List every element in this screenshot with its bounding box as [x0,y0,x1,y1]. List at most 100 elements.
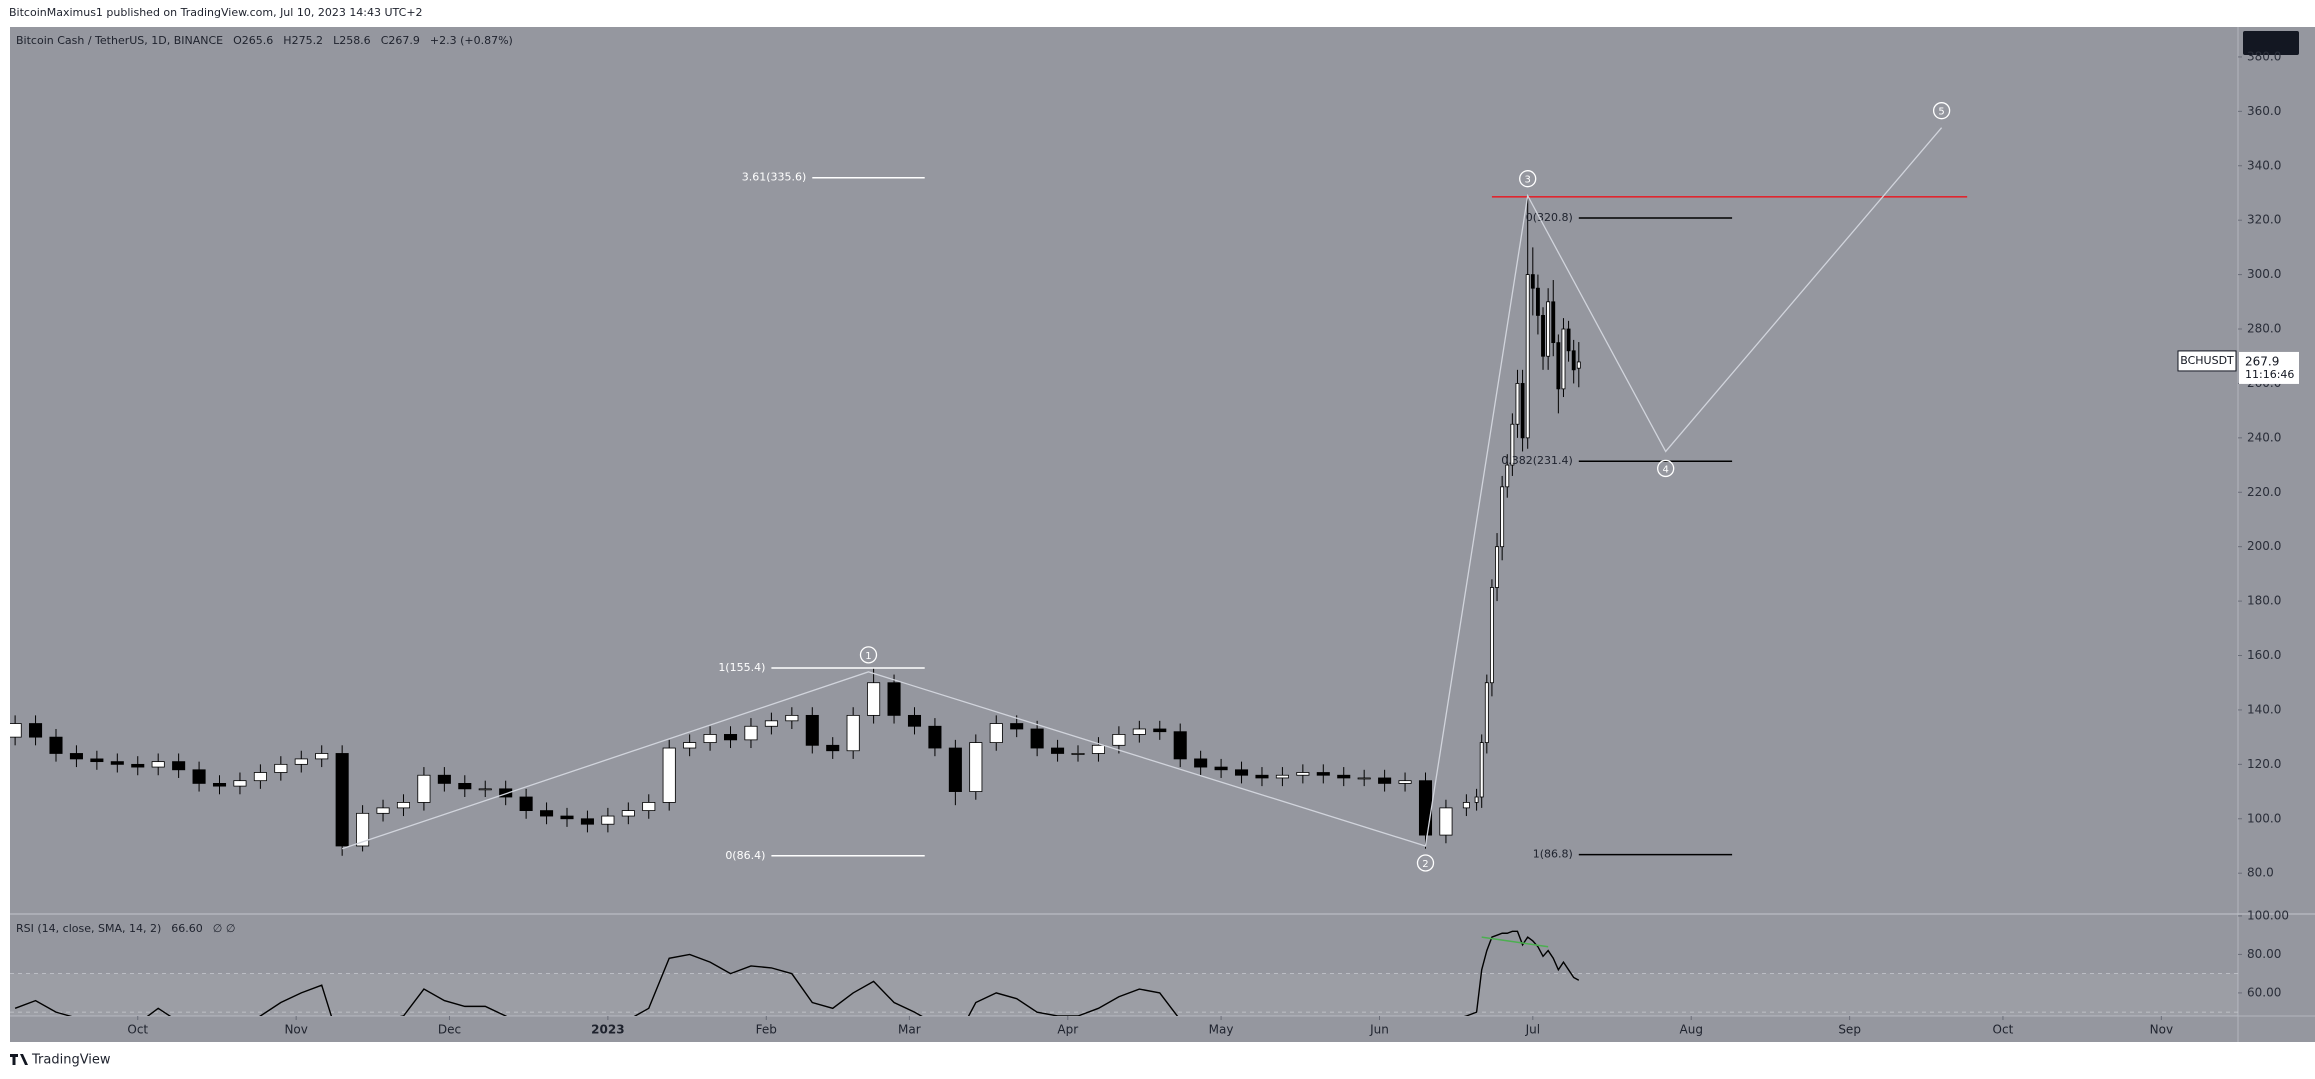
wave-marker [1657,459,1675,478]
x-tick-label: Nov [2150,1023,2173,1037]
rsi-y-tick-label: 60.00 [2247,985,2281,999]
candle-body [335,753,349,847]
candle-body [499,788,513,798]
candle-body [519,796,533,812]
y-tick-label: 320.0 [2247,213,2281,227]
candle-body [846,714,860,752]
ohlc-value: O265.6 [233,34,273,47]
candle-body [69,753,83,760]
x-tick-label: Jun [1369,1023,1389,1037]
candle-body [683,742,697,749]
candle-body [785,714,799,722]
price-pane: 3.61(335.6) 1(155.4) 0(86.4) 0(320.8) 0.382(… [10,102,1968,872]
ohlc-value: C267.9 [381,34,420,47]
candle-body [1541,315,1545,357]
candle-body [560,815,574,820]
ohlc-value: L258.6 [333,34,371,47]
candle-body [49,736,63,754]
candle-body [1556,342,1561,390]
rsi-extra: ∅ ∅ [213,922,236,935]
candle-body [1091,744,1105,754]
x-tick-label: 2023 [591,1023,624,1037]
candle-body [1010,723,1024,730]
candle-body [356,812,370,847]
candle-body [621,810,635,817]
rsi-pane [10,930,2238,1016]
wave-label: 5 [1938,107,1944,118]
candle-body [1566,328,1571,352]
y-tick-label: 360.0 [2247,104,2281,118]
candle-body [703,734,717,743]
axis-button[interactable] [2243,31,2299,55]
candle-body [989,723,1003,743]
y-tick-label: 160.0 [2247,648,2281,662]
wave-marker [1416,854,1435,872]
candle-body [642,802,656,812]
candle-body [662,747,676,803]
rsi-y-tick-label: 80.00 [2247,947,2281,961]
candle-body [764,720,778,727]
rsi-value: 66.60 [171,922,203,935]
candle-body [1495,546,1499,588]
symbol-title: Bitcoin Cash / TetherUS, 1D, BINANCE [16,34,223,47]
candle-body [1489,587,1494,684]
candle-body [1398,780,1412,784]
candle-body [376,807,390,814]
ohlc-value: H275.2 [283,34,323,47]
symbol-label: BCHUSDT [2180,354,2234,367]
candle-body [1275,774,1289,779]
y-tick-label: 280.0 [2247,322,2281,336]
candle-body [1551,301,1556,344]
fib-label: 0(86.4) [725,849,765,862]
chart-background [10,27,2315,1042]
candle-body [723,734,738,741]
candle-body [1510,423,1515,466]
candle-body [10,723,22,738]
candle-body [274,763,288,773]
candle-body [294,758,308,765]
candle-body [1153,728,1167,733]
ohlc-value: +2.3 (+0.87%) [430,34,513,47]
y-tick-label: 140.0 [2247,702,2281,716]
last-price-label: 267.9 [2245,354,2279,368]
candle-body [29,723,43,738]
candle-body [1378,777,1392,784]
y-tick-label: 240.0 [2247,430,2281,444]
candle-body [867,682,881,716]
candle-body [478,788,492,791]
candle-body [458,782,472,790]
candle-body [1255,774,1269,779]
candle-body [1462,802,1470,809]
wave-path [341,127,1943,850]
candle-body [1030,728,1044,749]
candle-body [90,758,104,763]
x-tick-label: Dec [438,1023,461,1037]
fib-label: 0.382(231.4) [1501,454,1573,467]
fib-label: 0(320.8) [1526,211,1573,224]
candle-body [928,725,942,749]
candle-body [1530,274,1535,289]
y-tick-label: 120.0 [2247,757,2281,771]
candle-body [1546,301,1551,357]
rsi-divergence [1481,936,1549,948]
candle-body [172,761,186,771]
candle-body [1520,383,1525,439]
x-tick-label: Oct [1993,1023,2014,1037]
y-tick-label: 200.0 [2247,539,2281,553]
y-tick-label: 80.0 [2247,866,2274,880]
candle-body [253,772,267,782]
x-tick-label: Mar [898,1023,921,1037]
candle-body [1525,274,1530,439]
candle-body [887,682,901,716]
rsi-y-tick-label: 100.00 [2247,908,2289,922]
candle-body [110,761,124,765]
rsi-line [14,930,1580,1016]
candle-body [1112,734,1126,746]
candle-body [1535,287,1540,316]
candle-body [1484,682,1489,743]
y-tick-label: 380.0 [2247,49,2281,63]
wave-label: 4 [1662,464,1668,475]
candle-body [744,725,758,741]
candle-body [1474,796,1479,803]
x-tick-label: Jul [1525,1023,1540,1037]
